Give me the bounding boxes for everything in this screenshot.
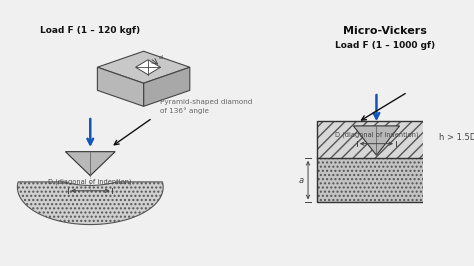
Text: a: a [299,176,303,185]
Bar [317,158,437,202]
Text: Pyramid-shaped diamond
of 136° angle: Pyramid-shaped diamond of 136° angle [160,99,252,114]
Polygon shape [353,126,400,155]
Text: Load F (1 – 1000 gf): Load F (1 – 1000 gf) [335,40,436,49]
Bar [317,120,437,202]
Polygon shape [97,51,190,83]
Polygon shape [18,182,163,225]
Text: h > 1.5D: h > 1.5D [438,133,474,142]
Text: Load F (1 – 120 kgf): Load F (1 – 120 kgf) [40,26,140,35]
Polygon shape [65,152,115,176]
Bar [317,120,437,158]
Text: D (diagonal of indention): D (diagonal of indention) [335,132,418,138]
Polygon shape [97,67,144,106]
Text: d: d [159,55,163,60]
Text: D (diagonal of indention): D (diagonal of indention) [48,179,132,185]
Polygon shape [144,67,190,106]
Text: Micro-Vickers: Micro-Vickers [344,26,427,36]
Polygon shape [136,60,161,75]
